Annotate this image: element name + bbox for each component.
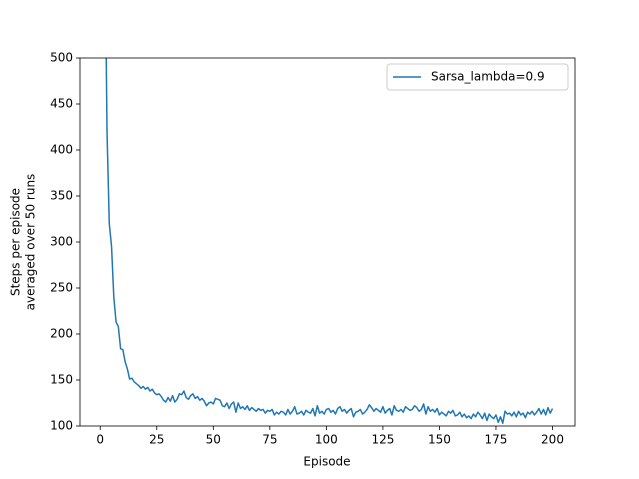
x-tick-label: 150 xyxy=(428,433,451,447)
x-tick-label: 175 xyxy=(485,433,508,447)
y-tick-label: 350 xyxy=(50,189,73,203)
y-tick-label: 300 xyxy=(50,235,73,249)
x-tick-label: 100 xyxy=(315,433,338,447)
data-line xyxy=(105,58,554,424)
x-tick-label: 50 xyxy=(206,433,221,447)
y-tick-label: 500 xyxy=(50,51,73,65)
y-tick-label: 450 xyxy=(50,97,73,111)
legend-label: Sarsa_lambda=0.9 xyxy=(431,70,545,84)
x-tick-label: 125 xyxy=(371,433,394,447)
axes-frame xyxy=(79,57,576,427)
x-tick-label: 25 xyxy=(149,433,164,447)
x-axis-label: Episode xyxy=(303,455,350,469)
y-tick-label: 100 xyxy=(50,419,73,433)
y-axis-label: averaged over 50 runs xyxy=(24,174,38,311)
y-axis-label: Steps per episode xyxy=(9,188,23,296)
y-tick-label: 400 xyxy=(50,143,73,157)
legend-box xyxy=(386,63,569,91)
y-tick-label: 250 xyxy=(50,281,73,295)
x-tick-label: 200 xyxy=(541,433,564,447)
plot-area xyxy=(105,58,554,424)
y-tick-label: 200 xyxy=(50,327,73,341)
x-tick-label: 0 xyxy=(96,433,104,447)
y-tick-label: 150 xyxy=(50,373,73,387)
x-tick-label: 75 xyxy=(262,433,277,447)
